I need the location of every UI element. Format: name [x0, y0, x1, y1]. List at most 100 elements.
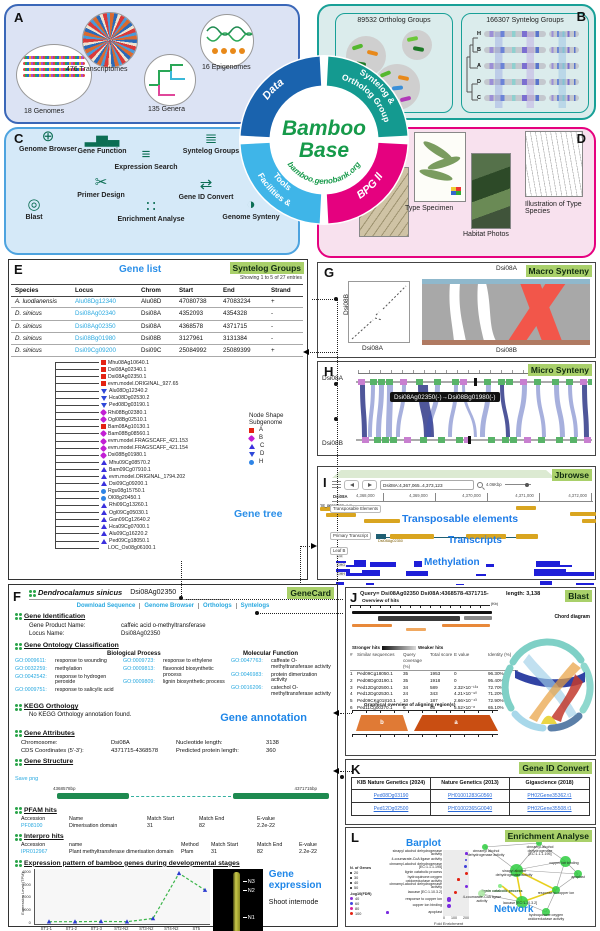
pan-right-button[interactable]	[362, 479, 377, 490]
transcript-track-header[interactable]: Primary Transcript	[330, 532, 371, 540]
gene-tree-leaf[interactable]: Mhu09Cg08570.2	[55, 459, 305, 466]
gene-tree-leaf[interactable]: Alu09Cg16220.2	[55, 530, 305, 537]
gene-tree-leaf[interactable]: evm.model.FRAGSCAFF_421.154	[55, 444, 305, 452]
tool-item[interactable]: ◑ Genome Synteny	[209, 197, 293, 222]
gene-tree-leaf[interactable]: Mhu08Ag10640.1	[55, 359, 305, 366]
leaf-label[interactable]: LOC_Os08g06100.1	[108, 545, 156, 552]
leaf-label[interactable]: Dsi09Cg09200.1	[109, 480, 148, 487]
gene-tree-leaf[interactable]: Ped09Cg18050.1	[55, 538, 305, 545]
gene-list-row[interactable]: D. sinicus Dsi09Cg09200 Dsi09C 25084992 …	[11, 345, 303, 358]
enrichment-term-row[interactable]: hydroquinone:oxygen oxidoreductase activ…	[386, 875, 472, 883]
synteny-dotplot[interactable]	[348, 281, 410, 343]
gene-list-column-header[interactable]: Species	[15, 287, 39, 294]
tool-label[interactable]: Genome Browser	[19, 146, 77, 153]
gene-tree-leaf[interactable]: Hca08Dg02530.2	[55, 395, 305, 402]
tool-label[interactable]: Blast	[25, 214, 43, 221]
tool-label[interactable]: Expression Search	[114, 164, 178, 171]
go-id-link[interactable]: GO:0016206:	[231, 685, 263, 692]
te-track[interactable]: Transposable Elements TE_00002687 TE_000…	[320, 504, 596, 530]
enrichment-term-row[interactable]: sinapyl alcohol dehydrogenase activity	[386, 849, 472, 857]
gigascience-id-link[interactable]: PH02Gene35362.t1	[510, 789, 589, 802]
tool-label[interactable]: Syntelog Groups	[182, 148, 240, 155]
pan-left-button[interactable]	[344, 479, 359, 490]
tool-item[interactable]: ▂▅▃ Gene Function	[60, 131, 144, 156]
tool-item[interactable]: ✂ Primer Design	[59, 175, 143, 200]
go-id-link[interactable]: GO:0032259:	[15, 665, 47, 672]
leaf-label[interactable]: Bam09Cg07910.1	[109, 466, 151, 473]
blast-hit-row[interactable]: 5 Ped09CKg01810.1 10 187 2.66×10⁻⁴³ 72.9…	[350, 698, 518, 705]
gene-list-row[interactable]: D. sinicus Dsi08Ag02350 Dsi08A 4368578 4…	[11, 321, 303, 333]
macro-synteny-ribbons[interactable]	[422, 279, 590, 345]
gigascience-id-link[interactable]: PH02Gene35508.t1	[510, 802, 589, 815]
gene-tree-leaf[interactable]: Rgu08g15750.1	[55, 488, 305, 495]
te-track-header[interactable]: Transposable Elements	[330, 505, 381, 513]
enrichment-term-row[interactable]: response to copper ion	[386, 896, 472, 903]
hit-sequence-link[interactable]: Ped12Dg02530.1	[357, 691, 393, 697]
gene-list-row[interactable]: A. luodianensis Alu08Dg12340 Alu08D 4708…	[11, 296, 303, 309]
gene-tree-leaf[interactable]: Ol08g20450.1	[55, 495, 305, 502]
leaf-label[interactable]: evm.model.FRAGSCAFF_421.153	[108, 438, 188, 445]
leaf-label[interactable]: evm.model.FRAGSCAFF_421.154	[108, 445, 188, 452]
enrichment-term-row[interactable]: lignin catabolic process	[386, 870, 472, 877]
ng2013-id-link[interactable]: PH01002365G0040	[431, 802, 510, 815]
genecard-link[interactable]: Orthologs	[199, 603, 237, 609]
enrichment-term-row[interactable]: copper ion binding	[386, 903, 472, 910]
go-id-link[interactable]: GO:0009611:	[15, 658, 47, 664]
go-id-link[interactable]: GO:0009809:	[123, 679, 155, 686]
kib-id-link[interactable]: Ped08Dg03190	[352, 789, 431, 802]
gene-tree-leaf[interactable]: Dsi09Cg09200.1	[55, 480, 305, 487]
menu-icon[interactable]	[332, 481, 341, 488]
enrichment-term-row[interactable]: laccase [EC:1.10.3.2]	[386, 890, 472, 897]
blast-hit-row[interactable]: 4 Ped12Dg02530.1 24 343 4.21×10⁻⁹⁰ 71.20…	[350, 691, 518, 698]
leaf-label[interactable]: Ogl08Bg02510.1	[108, 416, 147, 423]
enrichment-term-row[interactable]: 4-coumarate-CoA ligase activity	[386, 857, 472, 864]
chord-diagram[interactable]	[499, 620, 595, 748]
interpro-accession-link[interactable]: IPR012967	[21, 849, 48, 856]
transcript-track[interactable]: Primary Transcript Dsi08Ag02350 Transcri…	[320, 531, 593, 546]
search-icon[interactable]	[477, 481, 483, 488]
location-search-input[interactable]: Dsi08A:4,367,065..4,373,123	[380, 479, 474, 490]
leaf-label[interactable]: Hca08Dg02530.2	[109, 395, 150, 402]
tool-item[interactable]: ≣ Syntelog Groups	[169, 131, 253, 156]
gene-tree-leaf[interactable]: Hca09Cg07000.1	[55, 523, 305, 530]
blast-hit-row[interactable]: 1 Ped09Cg18050.1 35 1953 0 96.30%	[350, 671, 518, 678]
cell-locus-link[interactable]: Dsi08Bg01980	[75, 334, 116, 342]
go-id-link[interactable]: GO:0009723:	[123, 658, 155, 664]
gene-tree-leaf[interactable]: evm.model.ORIGINAL_1794.202	[55, 473, 305, 480]
blast-hit-row[interactable]: 2 Ped08Dg03190.1 35 1918 0 95.40%	[350, 678, 518, 685]
tool-label[interactable]: Gene ID Convert	[178, 194, 234, 201]
tool-label[interactable]: Genome Synteny	[222, 214, 280, 221]
leaf-label[interactable]: Gan09Cg12640.2	[109, 516, 150, 523]
hit-sequence-link[interactable]: Ped08Dg03190.1	[357, 677, 393, 683]
kib-id-link[interactable]: Ped12Dg02500	[352, 802, 431, 815]
leaf-label[interactable]: Ped08Dg03190.1	[109, 402, 150, 409]
leaf-label[interactable]: Dsi08Bg01980.1	[108, 452, 147, 459]
go-id-link[interactable]: GO:0047763:	[231, 658, 263, 664]
leaf-label[interactable]: Dsi08Ag02350.1	[108, 373, 147, 380]
leaf-label[interactable]: Dsi08Ag02340.1	[108, 366, 147, 373]
gene-tree-leaf[interactable]: Alu08Dg12340.2	[55, 388, 305, 395]
genecard-link[interactable]: Genome Browser	[140, 603, 199, 609]
gene-list-column-header[interactable]: End	[223, 287, 235, 294]
gene-list-column-header[interactable]: Locus	[75, 287, 94, 294]
gene-tree-leaf[interactable]: Gan09Cg12640.2	[55, 516, 305, 523]
go-id-link[interactable]: GO:0042542:	[15, 673, 47, 680]
leaf-label[interactable]: evm.model.ORIGINAL_1794.202	[109, 473, 186, 480]
tool-label[interactable]: Primer Design	[77, 192, 125, 199]
leaf-label[interactable]: Bam08Bg08560.1	[108, 430, 150, 437]
gene-tree-leaf[interactable]: Rhi08Bg02380.1	[55, 409, 305, 417]
gene-tree-leaf[interactable]: evm.model.ORIGINAL_927.65	[55, 380, 305, 387]
hit-sequence-link[interactable]: Ped09CKg01810.1	[357, 698, 396, 704]
micro-synteny-ribbons[interactable]	[356, 376, 592, 448]
gene-tree-leaf[interactable]: Dsi08Ag02340.1	[55, 366, 305, 373]
hit-sequence-link[interactable]: Ped09Cg18050.1	[357, 671, 393, 676]
genecard-link[interactable]: Syntelogs	[240, 603, 270, 609]
gene-tree-leaf[interactable]: Bam08Bg08560.1	[55, 430, 305, 438]
gene-list-column-header[interactable]: Strand	[271, 287, 291, 294]
gene-tree-leaf[interactable]: LOC_Os08g06100.1	[55, 545, 305, 552]
leaf-label[interactable]: Ogl09Cg05030.1	[109, 509, 149, 516]
leaf-label[interactable]: Rgu08g15750.1	[108, 488, 145, 495]
gene-tree-leaf[interactable]: Dsi08Bg01980.1	[55, 451, 305, 459]
go-id-link[interactable]: GO:0046983:	[231, 671, 263, 678]
tool-item[interactable]: ⇄ Gene ID Convert	[164, 177, 248, 202]
